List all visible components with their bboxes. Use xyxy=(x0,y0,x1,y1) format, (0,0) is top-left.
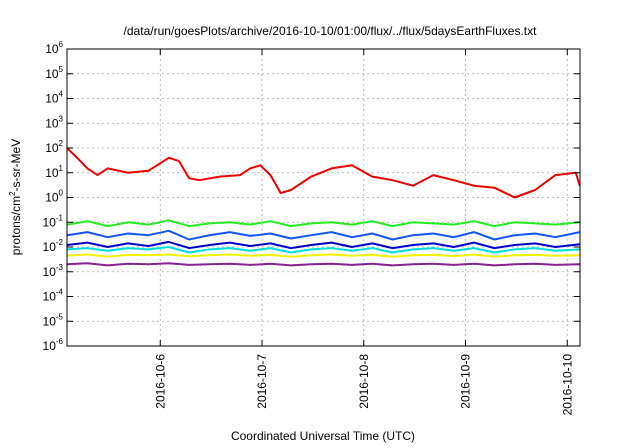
y-tick-label: 10-1 xyxy=(43,213,64,229)
y-axis-label-sup: 2 xyxy=(8,191,17,196)
y-tick-base: 10 xyxy=(43,290,57,304)
y-tick-label: 101 xyxy=(45,164,63,180)
series-lines xyxy=(66,147,581,267)
y-tick-exponent: 6 xyxy=(59,40,64,49)
y-tick-exponent: 4 xyxy=(59,90,64,99)
y-axis: 10-610-510-410-310-210-11001011021031041… xyxy=(43,40,580,353)
y-tick-base: 10 xyxy=(43,265,57,279)
y-tick-label: 102 xyxy=(45,139,63,155)
y-tick-label: 10-3 xyxy=(43,263,64,279)
y-tick-exponent: 3 xyxy=(59,114,64,123)
y-tick-exponent: -5 xyxy=(56,312,64,321)
y-tick-label: 103 xyxy=(45,114,63,130)
y-tick-label: 10-5 xyxy=(43,312,64,328)
x-tick-label: 2016-10-10 xyxy=(560,354,574,416)
y-tick-base: 10 xyxy=(43,314,57,328)
x-axis-label: Coordinated Universal Time (UTC) xyxy=(231,429,415,443)
y-tick-label: 105 xyxy=(45,65,63,81)
y-tick-base: 10 xyxy=(43,215,57,229)
x-tick-label: 2016-10-8 xyxy=(357,354,371,409)
y-axis-label-rest: -s-sr-MeV xyxy=(9,139,23,192)
y-axis-label: protons/cm2-s-sr-MeV xyxy=(8,139,23,255)
series-line-red xyxy=(66,147,581,199)
y-axis-label-main: protons/cm xyxy=(9,196,23,255)
y-tick-base: 10 xyxy=(45,92,59,106)
y-tick-label: 104 xyxy=(45,90,63,106)
y-tick-exponent: -2 xyxy=(56,238,64,247)
y-tick-exponent: 5 xyxy=(59,65,64,74)
y-tick-base: 10 xyxy=(45,67,59,81)
y-tick-label: 10-4 xyxy=(43,288,64,304)
x-tick-label: 2016-10-7 xyxy=(255,354,269,409)
series-line-darkblue xyxy=(66,240,580,250)
y-tick-base: 10 xyxy=(45,116,59,130)
y-tick-label: 100 xyxy=(45,189,63,205)
y-tick-exponent: -3 xyxy=(56,263,64,272)
y-tick-base: 10 xyxy=(43,339,57,353)
series-line-cyan xyxy=(66,246,580,254)
y-tick-exponent: -1 xyxy=(56,213,64,222)
grid-lines xyxy=(67,49,580,346)
y-tick-exponent: 1 xyxy=(59,164,64,173)
y-tick-base: 10 xyxy=(43,240,57,254)
y-tick-label: 10-6 xyxy=(43,337,64,353)
y-tick-base: 10 xyxy=(45,141,59,155)
chart-title: /data/run/goesPlots/archive/2016-10-10/0… xyxy=(124,24,538,38)
y-tick-base: 10 xyxy=(45,42,59,56)
y-tick-base: 10 xyxy=(45,166,59,180)
y-tick-exponent: 0 xyxy=(59,189,64,198)
y-tick-label: 106 xyxy=(45,40,63,56)
series-line-yellow xyxy=(66,253,580,258)
y-tick-base: 10 xyxy=(45,191,59,205)
y-tick-exponent: -6 xyxy=(56,337,64,346)
series-line-blue xyxy=(66,229,581,241)
series-line-green xyxy=(66,219,580,228)
y-tick-label: 10-2 xyxy=(43,238,64,254)
x-axis: 2016-10-6 2016-10-7 2016-10-8 2016-10-9 2016… xyxy=(153,49,574,415)
x-tick-label: 2016-10-9 xyxy=(459,354,473,409)
y-tick-exponent: 2 xyxy=(59,139,64,148)
x-tick-label: 2016-10-6 xyxy=(153,354,167,409)
series-line-purple xyxy=(66,262,580,267)
y-tick-exponent: -4 xyxy=(56,288,64,297)
